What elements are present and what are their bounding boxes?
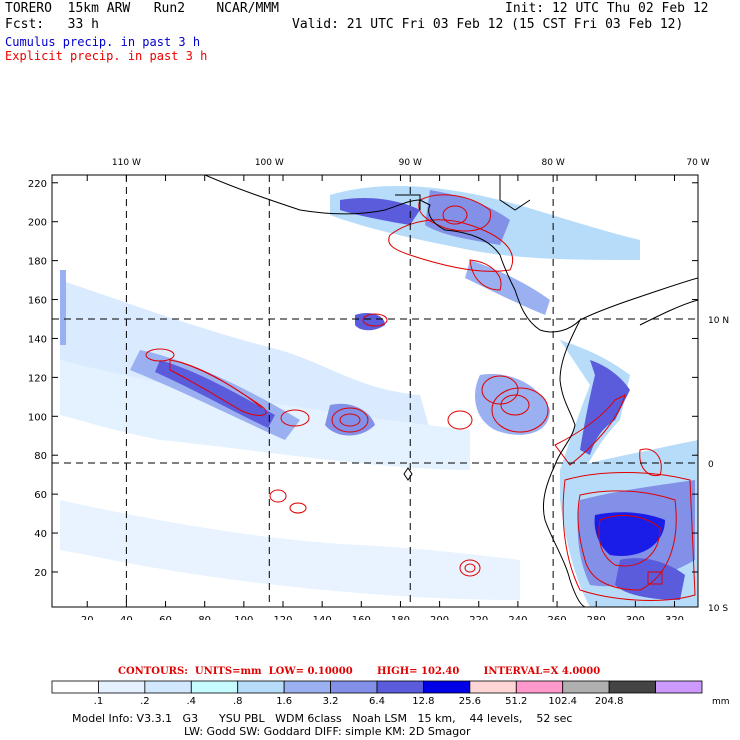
contour-units: UNITS=mm (194, 666, 262, 677)
colorbar-swatch (423, 680, 471, 694)
colorbar-swatch (562, 680, 610, 694)
forecast-hour: Fcst: 33 h (5, 17, 99, 32)
colorbar-swatch (469, 680, 517, 694)
x-tick-label: 280 (587, 615, 606, 620)
precip-colorbar: .1.2.4.8 1.6 3.2 6.4 12.8 25.6 51.2 102.4 204.8 … (51, 680, 730, 707)
x-tick-label: 20 (81, 615, 94, 620)
colorbar-swatch (237, 680, 285, 694)
y-tick-label: 160 (28, 296, 47, 307)
x-tick-label: 80 (198, 615, 211, 620)
contour-label: CONTOURS: (118, 666, 188, 677)
axis-ticks: 20 40 60 80 100 120 140 160 180 200 220 240 260 280 30… (28, 175, 698, 620)
latitude-labels: 10 N 0 10 S (708, 316, 729, 614)
valid-time: Valid: 21 UTC Fri 03 Feb 12 (15 CST Fri … (292, 17, 684, 32)
y-tick-label: 100 (28, 412, 47, 423)
grid-lines (52, 175, 698, 607)
y-tick-label: 180 (28, 257, 47, 268)
x-tick-label: 320 (665, 615, 684, 620)
x-tick-label: 180 (391, 615, 410, 620)
colorbar-label: 204.8 (595, 696, 624, 707)
x-tick-label: 120 (273, 615, 292, 620)
model-name: TORERO (5, 1, 52, 16)
longitude-label: 110 W (112, 158, 141, 168)
x-tick-label: 160 (352, 615, 371, 620)
longitude-label: 70 W (686, 158, 709, 168)
latitude-label: 10 N (708, 316, 729, 326)
colorbar-swatch (144, 680, 192, 694)
precip-field (60, 175, 698, 607)
longitude-label: 100 W (255, 158, 284, 168)
contour-interval: INTERVAL=X 4.0000 (483, 666, 601, 677)
y-tick-label: 20 (34, 568, 47, 579)
model-info-line-2: LW: Godd SW: Goddard DIFF: simple KM: 2D… (184, 725, 471, 738)
x-tick-label: 300 (626, 615, 645, 620)
colorbar-label: 102.4 (548, 696, 577, 707)
y-tick-label: 140 (28, 334, 47, 345)
x-tick-label: 260 (548, 615, 567, 620)
longitude-label: 90 W (399, 158, 422, 168)
x-tick-label: 40 (120, 615, 133, 620)
header-line-1: TORERO 15km ARW Run2 NCAR/MMM (5, 1, 279, 16)
y-tick-label: 120 (28, 373, 47, 384)
colorbar-swatch (655, 680, 703, 694)
colorbar-label: .1 (94, 696, 104, 707)
init-time: Init: 12 UTC Thu 02 Feb 12 (505, 1, 709, 16)
latitude-label: 0 (708, 460, 714, 470)
contour-low: LOW= 0.10000 (268, 666, 353, 677)
colorbar-swatch (190, 680, 239, 694)
x-tick-label: 220 (469, 615, 488, 620)
colorbar-label: .8 (233, 696, 243, 707)
legend-cumulus: Cumulus precip. in past 3 h (5, 35, 201, 49)
model-resolution: 15km ARW (67, 1, 131, 16)
colorbar-unit: mm (712, 697, 730, 707)
colorbar-swatch (283, 680, 331, 694)
cumulus-precip-shading (60, 185, 698, 607)
explicit-precip-contours (145, 194, 696, 601)
x-tick-label: 100 (234, 615, 253, 620)
contour-info: CONTOURS: UNITS=mm LOW= 0.10000 HIGH= 10… (118, 666, 600, 677)
colorbar-label: 25.6 (459, 696, 481, 707)
longitude-label: 80 W (542, 158, 565, 168)
run-name: Run2 (153, 1, 186, 16)
y-tick-label: 60 (34, 490, 47, 501)
longitude-labels: 110 W 100 W 90 W 80 W 70 W (112, 158, 710, 168)
colorbar-swatch (330, 680, 378, 694)
colorbar-swatch (51, 680, 99, 694)
colorbar-swatch (376, 680, 424, 694)
map-frame (51, 174, 699, 608)
x-tick-label: 200 (430, 615, 449, 620)
x-tick-label: 240 (508, 615, 527, 620)
colorbar-label: 12.8 (412, 696, 434, 707)
colorbar-swatch (608, 680, 656, 694)
latitude-label: 10 S (708, 604, 728, 614)
coastline (204, 175, 698, 607)
x-tick-label: 140 (313, 615, 332, 620)
colorbar-label: 1.6 (276, 696, 292, 707)
colorbar-label: 6.4 (369, 696, 385, 707)
colorbar-label: 3.2 (323, 696, 339, 707)
contour-high: HIGH= 102.40 (377, 666, 460, 677)
colorbar-swatch (515, 680, 564, 694)
y-tick-label: 40 (34, 529, 47, 540)
colorbar-label: .2 (140, 696, 150, 707)
organization: NCAR/MMM (216, 1, 279, 16)
precipitation-map: 110 W 100 W 90 W 80 W 70 W 10 N 0 10 S (28, 158, 729, 620)
forecast-label: Fcst: (5, 17, 45, 32)
y-tick-label: 80 (34, 451, 47, 462)
colorbar-swatch (98, 680, 146, 694)
x-tick-label: 60 (159, 615, 172, 620)
legend-explicit: Explicit precip. in past 3 h (5, 49, 208, 63)
y-tick-label: 200 (28, 218, 47, 229)
colorbar-label: .4 (187, 696, 197, 707)
y-tick-label: 220 (28, 179, 47, 190)
model-info-line-1: Model Info: V3.3.1 G3 YSU PBL WDM 6class… (72, 712, 573, 725)
forecast-value: 33 h (67, 17, 99, 32)
colorbar-label: 51.2 (505, 696, 527, 707)
